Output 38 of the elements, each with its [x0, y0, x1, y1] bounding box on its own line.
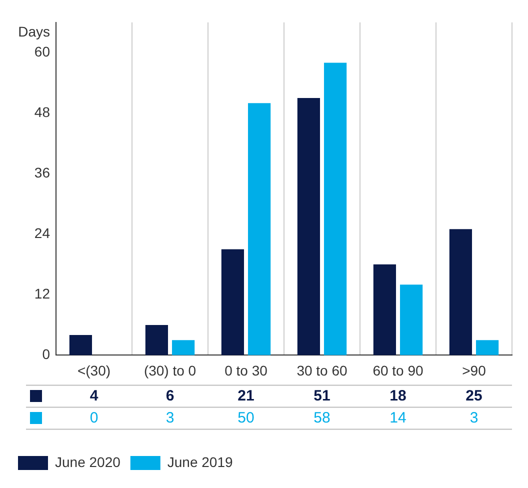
bar	[172, 340, 195, 356]
x-tick-label: >90	[462, 362, 486, 378]
bar	[145, 324, 168, 356]
data-label: 0	[90, 409, 98, 426]
y-tick-label: 12	[34, 286, 50, 302]
data-label: 58	[314, 409, 330, 426]
data-label: 51	[314, 387, 330, 404]
bar	[69, 335, 92, 356]
bar	[297, 98, 320, 356]
data-label: 25	[466, 387, 482, 404]
bar	[221, 249, 244, 356]
data-label: 4	[90, 387, 99, 404]
bar	[248, 103, 271, 356]
bar	[400, 284, 423, 356]
x-tick-label: 60 to 90	[372, 362, 424, 378]
legend-label: June 2019	[167, 454, 233, 470]
data-label: 6	[166, 387, 174, 404]
y-tick-label: 24	[34, 225, 50, 242]
bar	[476, 340, 499, 356]
x-tick-label: (30) to 0	[144, 362, 196, 378]
bar	[324, 62, 347, 356]
y-tick-label: 36	[34, 164, 50, 181]
data-label: 14	[390, 409, 406, 426]
data-label: 3	[166, 409, 174, 426]
data-label: 18	[390, 387, 406, 404]
y-tick-label: 0	[42, 346, 50, 362]
legend-label: June 2020	[55, 454, 121, 470]
x-tick-label: 0 to 30	[224, 362, 268, 378]
x-tick-label: <(30)	[77, 362, 111, 378]
data-label: 21	[238, 387, 254, 404]
data-label: 50	[238, 409, 254, 426]
x-tick-label: 30 to 60	[296, 362, 348, 378]
bar	[373, 264, 396, 356]
y-tick-label: 60	[34, 44, 50, 60]
y-axis-title: Days	[18, 23, 50, 40]
y-tick-label: 48	[34, 104, 50, 120]
bar	[449, 229, 472, 356]
data-label: 3	[470, 409, 478, 426]
